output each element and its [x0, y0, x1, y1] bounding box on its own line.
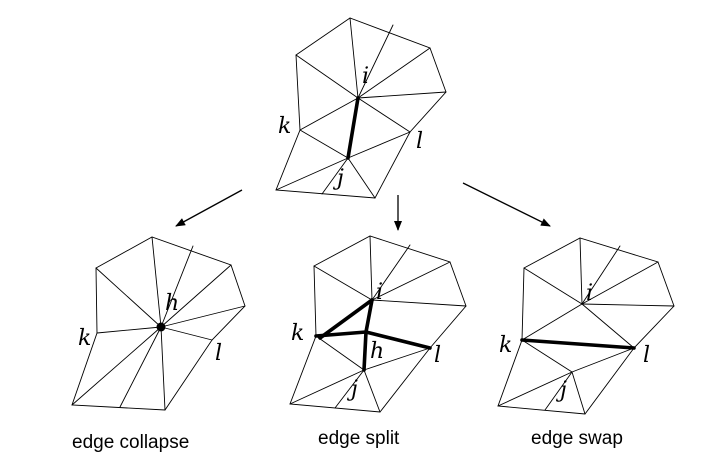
vertex-label-j: j	[346, 377, 358, 402]
caption-edge-collapse: edge collapse	[72, 432, 189, 453]
swap-mesh	[497, 237, 675, 415]
vertex-label-l: l	[643, 343, 650, 368]
caption-edge-split: edge split	[318, 428, 400, 449]
vertex-label-k: k	[78, 326, 91, 351]
vertex-label-j: j	[555, 378, 567, 403]
vertex-label-j: j	[332, 166, 344, 191]
vertex-label-i: i	[362, 64, 369, 89]
arrow-to-swap	[462, 182, 551, 227]
vertex-label-k: k	[291, 321, 304, 346]
vertex-label-i: i	[586, 281, 593, 306]
collapsed-vertex-h	[156, 322, 166, 332]
caption-edge-swap: edge swap	[531, 428, 623, 449]
vertex-label-i: i	[376, 280, 383, 305]
vertex-label-l: l	[215, 341, 222, 366]
vertex-label-k: k	[499, 333, 512, 358]
collapse-mesh	[71, 236, 246, 411]
vertex-label-h: h	[370, 339, 384, 364]
arrow-to-collapse	[175, 189, 243, 227]
split-mesh	[289, 235, 467, 413]
vertex-label-l: l	[416, 129, 423, 154]
vertex-label-k: k	[278, 114, 291, 139]
original-mesh	[275, 17, 447, 199]
vertex-label-h: h	[165, 291, 179, 316]
vertex-label-l: l	[434, 343, 441, 368]
